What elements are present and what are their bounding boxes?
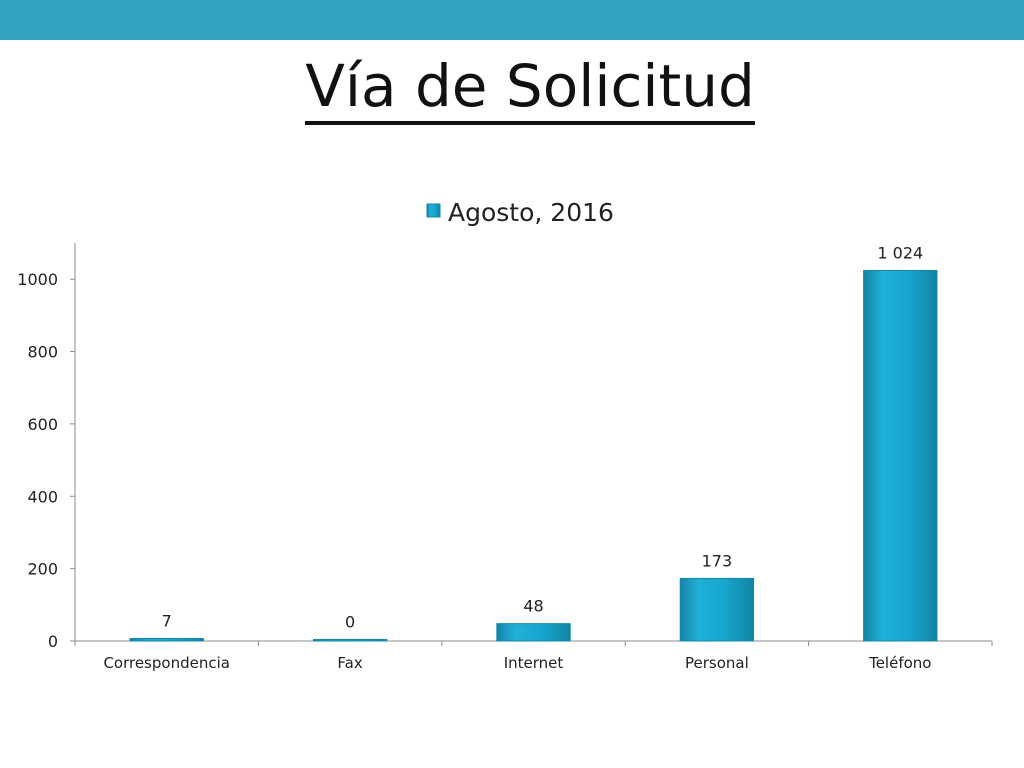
top-accent-bar [0, 0, 1024, 40]
bar-internet [496, 623, 571, 642]
x-category-label: Internet [504, 654, 564, 672]
chart-bars: 7 0 48 173 1 024 [129, 243, 938, 642]
x-category-label: Personal [685, 654, 749, 672]
data-label: 173 [702, 551, 733, 570]
y-tick-label: 0 [48, 632, 58, 651]
x-category-label: Fax [337, 654, 362, 672]
legend-swatch [426, 203, 441, 218]
slide-title: Vía de Solicitud [0, 48, 1024, 125]
bar-correspondencia [129, 637, 204, 642]
bar-fax [312, 639, 388, 642]
y-tick-label: 400 [27, 487, 58, 506]
y-tick-label: 600 [27, 415, 58, 434]
bar-teléfono [863, 269, 938, 642]
y-tick-label: 1000 [17, 270, 58, 289]
data-label: 0 [345, 613, 355, 632]
legend-label: Agosto, 2016 [448, 198, 614, 227]
x-category-label: Correspondencia [103, 654, 230, 672]
y-tick-label: 200 [27, 560, 58, 579]
data-label: 48 [523, 597, 543, 616]
y-tick-label: 800 [27, 343, 58, 362]
data-label: 1 024 [877, 243, 923, 262]
data-label: 7 [162, 611, 172, 630]
bar-personal [679, 577, 755, 642]
chart-axes: 0 200 400 600 800 1000 Correspondencia Fax Inter… [17, 243, 993, 672]
slide-title-text: Vía de Solicitud [305, 51, 755, 125]
x-category-label: Teléfono [868, 654, 931, 672]
legend: Agosto, 2016 [426, 198, 614, 227]
